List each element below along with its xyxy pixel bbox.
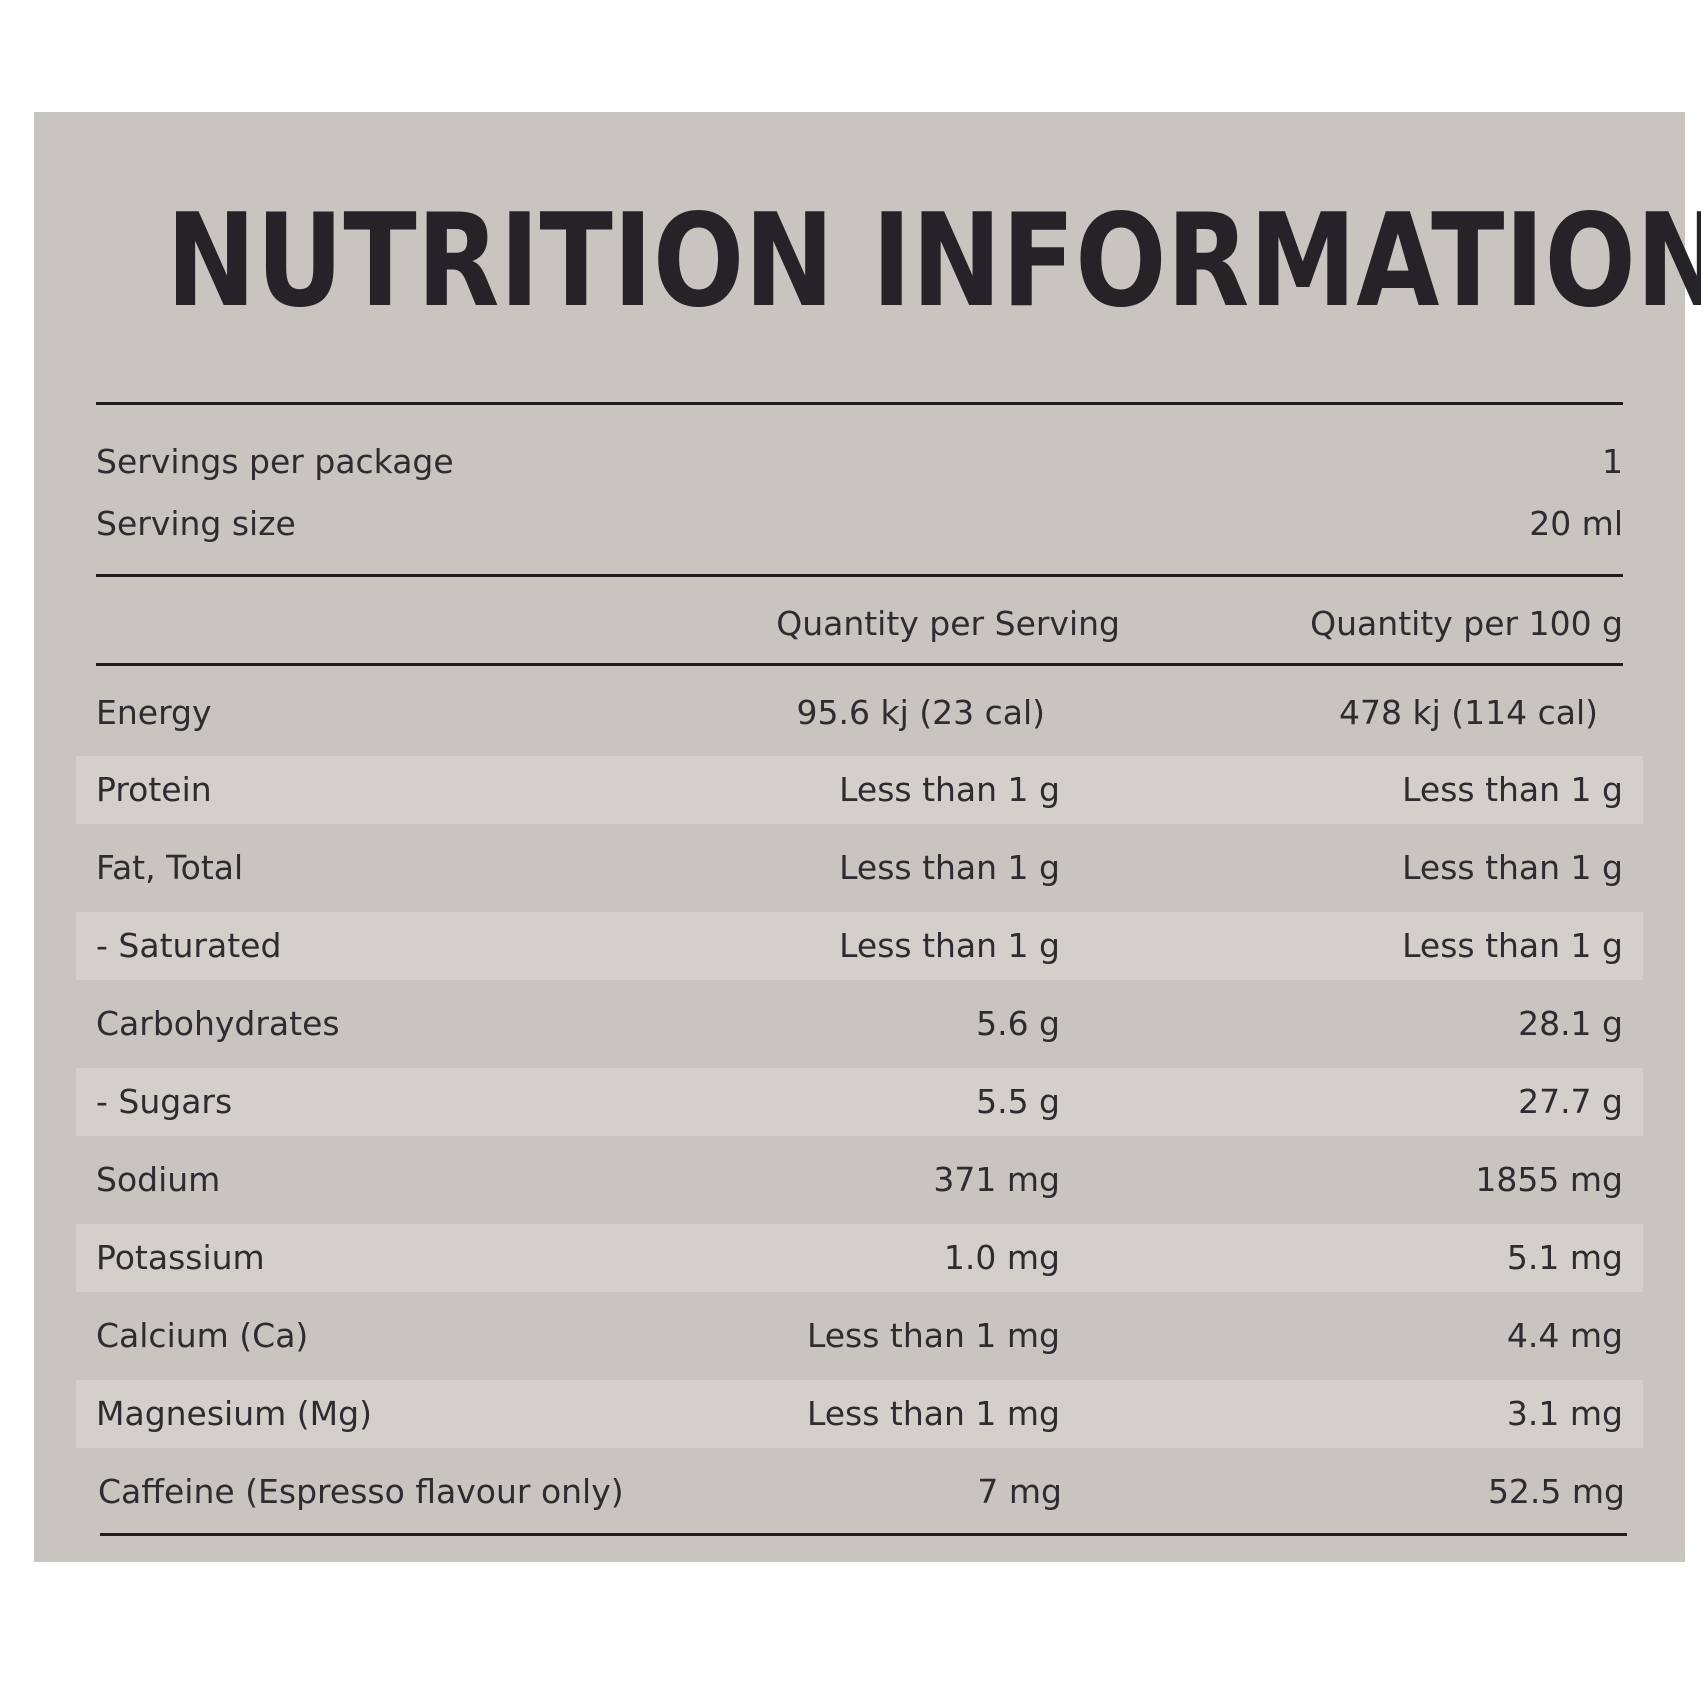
nutrient-per-serving: Less than 1 g — [839, 848, 1060, 887]
nutrient-per-serving: 5.6 g — [976, 1004, 1060, 1043]
nutrient-name: Magnesium (Mg) — [96, 1394, 372, 1433]
nutrient-per-serving: 1.0 mg — [943, 1238, 1060, 1277]
divider-servings — [96, 574, 1623, 577]
nutrient-name: - Saturated — [96, 926, 282, 965]
nutrient-row-caffeine: Caffeine (Espresso flavour only) 7 mg 52… — [76, 1458, 1643, 1526]
nutrient-per-100g: 4.4 mg — [1506, 1316, 1623, 1355]
page-title: NUTRITION INFORMATION — [166, 187, 1701, 336]
serving-size-row: Serving size 20 ml — [96, 496, 1623, 552]
nutrient-per-serving: 95.6 kj (23 cal) — [796, 693, 1046, 732]
divider-header — [96, 663, 1623, 666]
nutrient-row-potassium: Potassium 1.0 mg 5.1 mg — [76, 1224, 1643, 1292]
nutrient-name: - Sugars — [96, 1082, 233, 1121]
nutrient-row-magnesium: Magnesium (Mg) Less than 1 mg 3.1 mg — [76, 1380, 1643, 1448]
nutrition-panel: NUTRITION INFORMATION Servings per packa… — [34, 112, 1701, 1562]
servings-per-package-value: 1 — [1602, 442, 1623, 481]
nutrient-per-100g: Less than 1 g — [1402, 770, 1623, 809]
nutrient-row-carbohydrates: Carbohydrates 5.6 g 28.1 g — [76, 990, 1643, 1058]
nutrient-per-100g: 28.1 g — [1518, 1004, 1623, 1043]
nutrient-name: Fat, Total — [96, 848, 244, 887]
column-header-row: Quantity per Serving Quantity per 100 g — [96, 594, 1623, 654]
nutrient-per-serving: 7 mg — [977, 1472, 1062, 1511]
nutrient-per-100g: 1855 mg — [1475, 1160, 1623, 1199]
nutrient-name: Sodium — [96, 1160, 221, 1199]
servings-per-package-label: Servings per package — [96, 442, 454, 481]
nutrient-per-100g: 27.7 g — [1518, 1082, 1623, 1121]
nutrient-row-energy: Energy 95.6 kj (23 cal) 478 kj (114 cal) — [76, 679, 1643, 747]
nutrient-name: Potassium — [96, 1238, 265, 1277]
divider-bottom — [100, 1533, 1627, 1536]
divider-top — [96, 402, 1623, 405]
serving-size-value: 20 ml — [1529, 504, 1623, 543]
column-header-per-100g: Quantity per 100 g — [1310, 604, 1623, 643]
nutrient-per-serving: Less than 1 mg — [806, 1316, 1060, 1355]
nutrient-per-100g: 52.5 mg — [1487, 1472, 1625, 1511]
nutrient-name: Caffeine (Espresso flavour only) — [98, 1472, 624, 1511]
nutrient-per-100g: 478 kj (114 cal) — [1338, 693, 1598, 732]
nutrient-row-calcium: Calcium (Ca) Less than 1 mg 4.4 mg — [76, 1302, 1643, 1370]
nutrient-row-fat-total: Fat, Total Less than 1 g Less than 1 g — [76, 834, 1643, 902]
nutrient-per-100g: Less than 1 g — [1402, 926, 1623, 965]
nutrient-name: Protein — [96, 770, 212, 809]
nutrient-per-100g: 3.1 mg — [1506, 1394, 1623, 1433]
nutrient-per-serving: 371 mg — [933, 1160, 1060, 1199]
nutrient-row-saturated: - Saturated Less than 1 g Less than 1 g — [76, 912, 1643, 980]
serving-size-label: Serving size — [96, 504, 296, 543]
nutrient-per-serving: 5.5 g — [976, 1082, 1060, 1121]
column-header-per-serving: Quantity per Serving — [776, 604, 1120, 643]
nutrient-name: Calcium (Ca) — [96, 1316, 309, 1355]
nutrient-per-serving: Less than 1 g — [839, 770, 1060, 809]
nutrient-per-100g: Less than 1 g — [1402, 848, 1623, 887]
nutrient-per-serving: Less than 1 g — [839, 926, 1060, 965]
nutrient-name: Energy — [96, 693, 212, 732]
nutrient-per-serving: Less than 1 mg — [806, 1394, 1060, 1433]
nutrient-row-protein: Protein Less than 1 g Less than 1 g — [76, 756, 1643, 824]
nutrient-row-sodium: Sodium 371 mg 1855 mg — [76, 1146, 1643, 1214]
nutrient-per-100g: 5.1 mg — [1506, 1238, 1623, 1277]
nutrient-name: Carbohydrates — [96, 1004, 340, 1043]
servings-per-package-row: Servings per package 1 — [96, 434, 1623, 490]
nutrient-row-sugars: - Sugars 5.5 g 27.7 g — [76, 1068, 1643, 1136]
